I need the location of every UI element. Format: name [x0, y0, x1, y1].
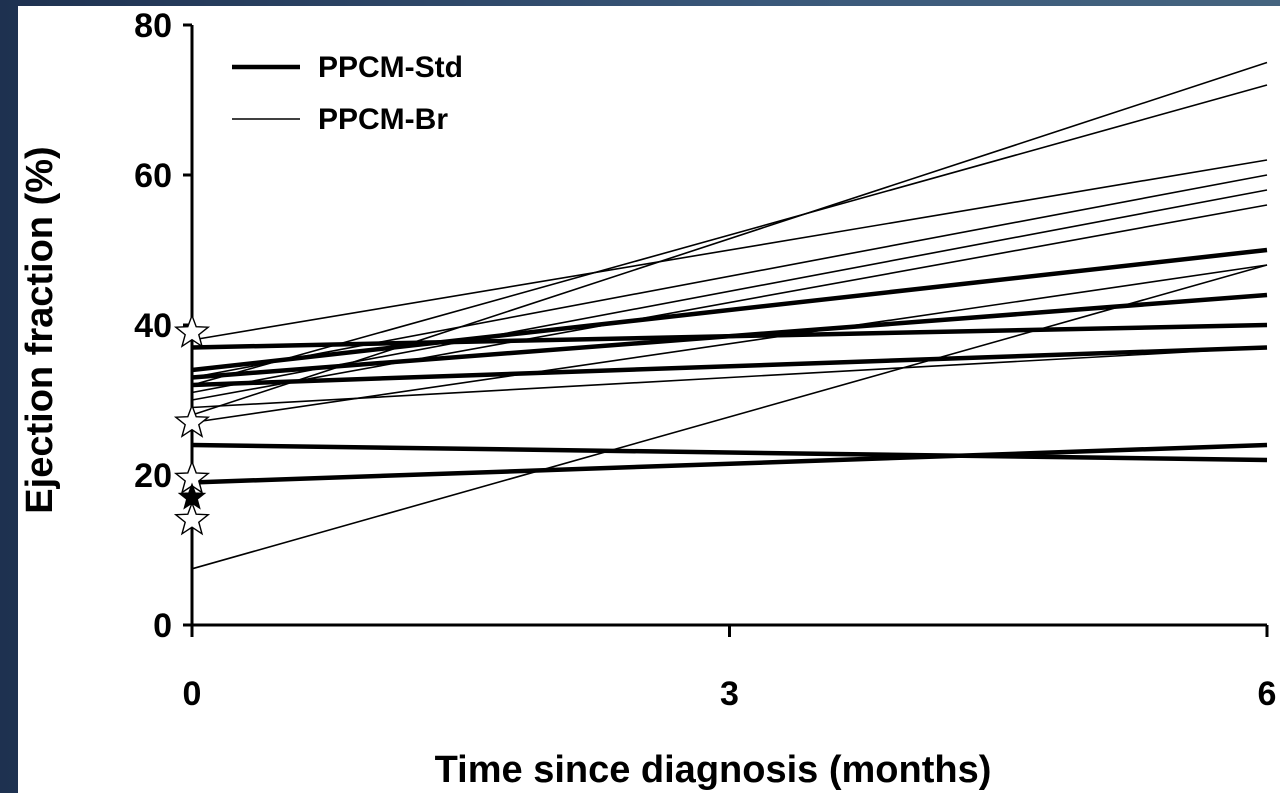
y-tick-label-40: 40 — [134, 307, 172, 345]
baseline-star-marker-4 — [173, 501, 211, 536]
x-tick-label-3: 3 — [720, 675, 739, 713]
y-tick-label-20: 20 — [134, 457, 172, 495]
chart-panel — [18, 6, 1280, 793]
series-line-ppcm-br-10 — [191, 204, 1268, 401]
series-line-ppcm-br-12 — [191, 61, 1268, 416]
series-line-ppcm-std-4 — [191, 442, 1268, 463]
series-line-ppcm-br-7 — [191, 174, 1268, 379]
y-tick-label-60: 60 — [134, 157, 172, 195]
x-tick-label-0: 0 — [183, 675, 202, 713]
series-line-ppcm-br-6 — [191, 159, 1268, 341]
series-line-ppcm-br-9 — [191, 189, 1268, 394]
x-tick-label-6: 6 — [1258, 675, 1277, 713]
legend-label-ppcm-std: PPCM-Std — [318, 51, 463, 84]
x-axis-title: Time since diagnosis (months) — [435, 749, 992, 791]
series-line-ppcm-br-8 — [191, 84, 1268, 386]
baseline-star-marker-1 — [173, 403, 211, 438]
series-line-ppcm-std-3 — [191, 345, 1268, 388]
series-line-ppcm-br-14 — [191, 264, 1268, 570]
baseline-star-marker-0 — [173, 313, 211, 348]
y-tick-label-80: 80 — [134, 7, 172, 45]
y-tick-label-0: 0 — [153, 607, 172, 645]
series-line-ppcm-std-2 — [191, 292, 1268, 380]
series-line-ppcm-std-1 — [191, 247, 1268, 373]
legend-label-ppcm-br: PPCM-Br — [318, 103, 448, 136]
series-line-ppcm-br-11 — [191, 346, 1268, 409]
series-line-ppcm-std-5 — [191, 442, 1268, 485]
y-axis-title: Ejection fraction (%) — [19, 146, 61, 513]
series-line-ppcm-br-13 — [191, 264, 1268, 424]
